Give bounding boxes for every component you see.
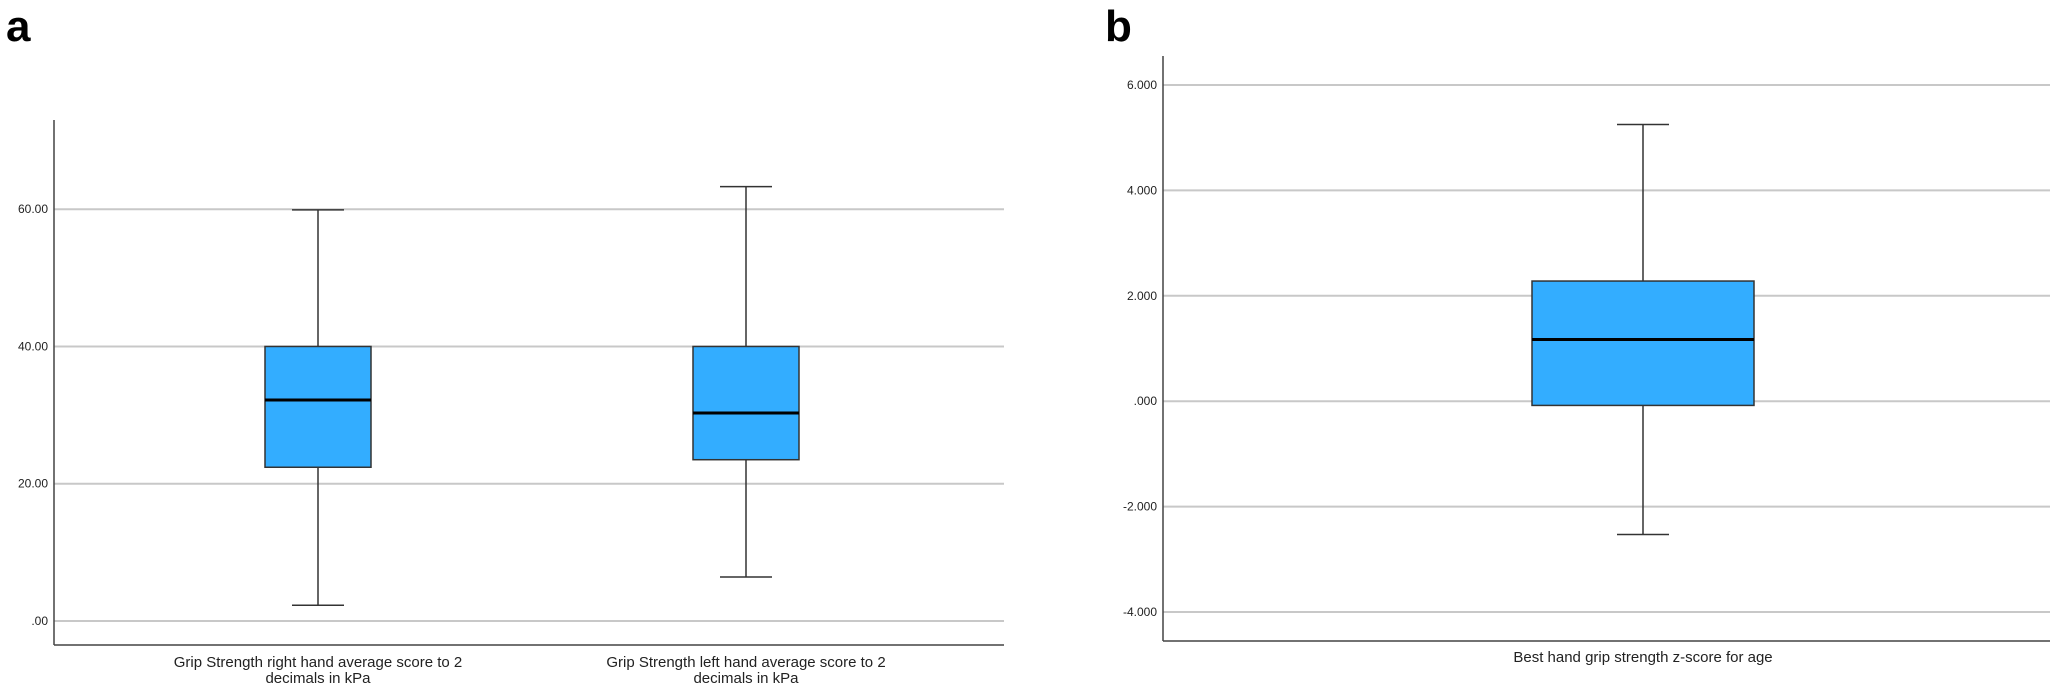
boxplot-chart-a: .00 20.00 40.00 60.00 Grip Strength right ha… — [18, 120, 1004, 687]
y-tick-label: 20.00 — [18, 477, 48, 491]
box-iqr — [1531, 280, 1755, 407]
y-tick-label: 60.00 — [18, 202, 48, 216]
x-category-label: Best hand grip strength z-score for age — [1513, 649, 1772, 666]
y-tick-label: 40.00 — [18, 339, 48, 353]
x-category-label: Grip Strength right hand average score t… — [174, 654, 463, 671]
panel-label-a: a — [6, 2, 31, 51]
y-tick-label: .00 — [31, 614, 48, 628]
y-tick-label: -4.000 — [1123, 605, 1157, 619]
x-category-label: decimals in kPa — [265, 670, 371, 687]
box-iqr — [692, 345, 800, 461]
y-tick-label: 4.000 — [1127, 183, 1157, 197]
boxplot-chart-b: -4.000 -2.000 .000 2.000 4.000 6.000 Best hand… — [1123, 56, 2050, 666]
box-iqr — [264, 345, 372, 469]
panel-label-b: b — [1105, 2, 1132, 51]
y-tick-label: 2.000 — [1127, 289, 1157, 303]
y-tick-label: 6.000 — [1127, 78, 1157, 92]
x-category-label: decimals in kPa — [693, 670, 799, 687]
x-category-label: Grip Strength left hand average score to… — [606, 654, 885, 671]
y-tick-label: -2.000 — [1123, 500, 1157, 514]
y-tick-label: .000 — [1134, 394, 1158, 408]
